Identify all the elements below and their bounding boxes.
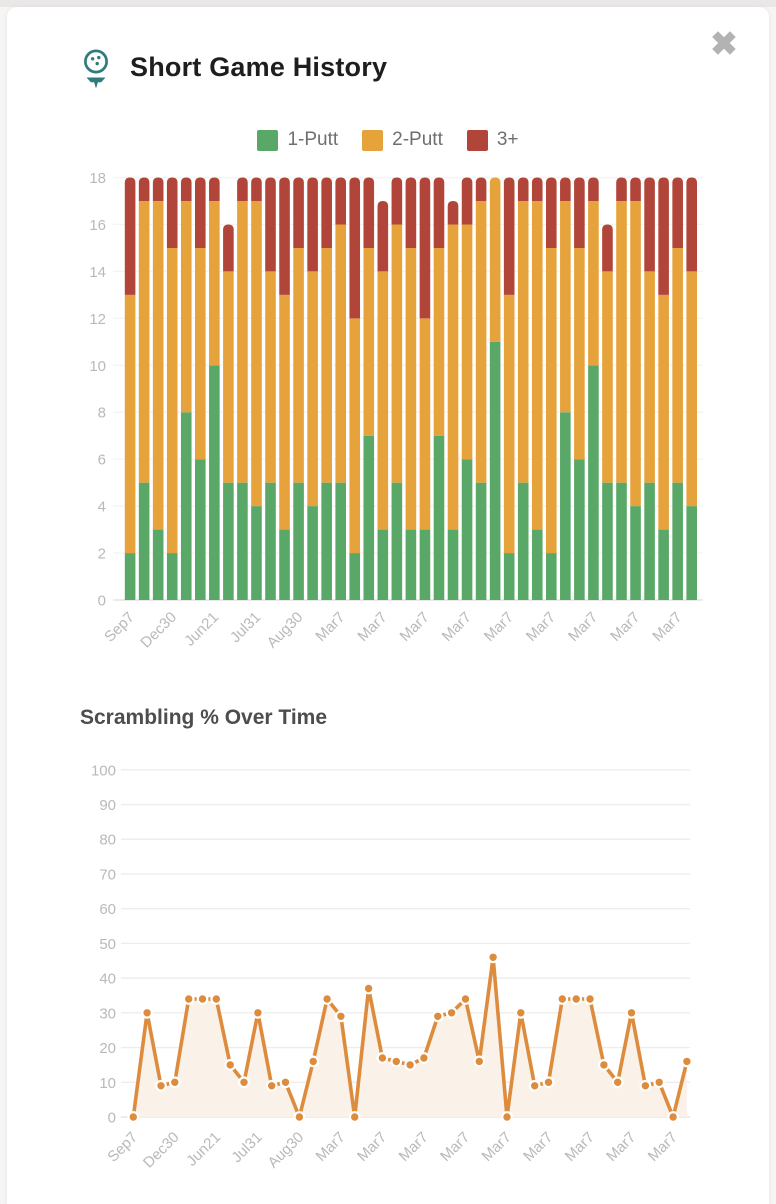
svg-text:30: 30 [99,1005,116,1022]
svg-text:4: 4 [98,499,106,516]
svg-text:Jun21: Jun21 [183,1129,224,1170]
page-background-strip [0,0,776,7]
svg-text:60: 60 [99,901,116,918]
svg-text:20: 20 [99,1040,116,1057]
svg-text:Mar7: Mar7 [603,1129,639,1165]
legend-item-1-putt[interactable]: 1-Putt [257,129,338,151]
svg-text:14: 14 [89,264,106,281]
golf-ball-on-tee-icon [84,49,108,89]
svg-text:Sep7: Sep7 [104,1129,141,1166]
legend-label-1-putt: 1-Putt [287,129,339,150]
bars-group [124,177,697,600]
svg-text:Jul31: Jul31 [228,1129,265,1166]
legend-swatch-2-putt [362,129,384,151]
legend-label-3-plus: 3+ [496,129,519,150]
svg-text:40: 40 [99,971,116,988]
svg-text:6: 6 [98,452,106,469]
svg-text:2: 2 [98,546,106,563]
svg-text:100: 100 [91,762,116,779]
svg-text:0: 0 [98,593,106,610]
close-button[interactable]: ✖ [702,22,746,66]
chart-legend: 1-Putt 2-Putt 3+ [0,129,776,151]
svg-text:90: 90 [99,797,116,814]
svg-text:Mar7: Mar7 [396,1129,432,1165]
legend-label-2-putt: 2-Putt [392,129,443,150]
svg-text:10: 10 [89,358,106,375]
svg-text:18: 18 [89,170,106,187]
svg-text:0: 0 [108,1110,116,1127]
legend-item-3-plus[interactable]: 3+ [466,129,519,151]
line-points-group [127,951,693,1123]
svg-text:Dec30: Dec30 [140,1129,183,1172]
svg-text:12: 12 [89,311,106,328]
scrambling-chart-title: Scrambling % Over Time [80,706,328,729]
modal-title: Short Game History [130,52,388,82]
svg-text:Mar7: Mar7 [645,1129,681,1165]
legend-swatch-1-putt [257,129,279,151]
svg-text:Aug30: Aug30 [265,1129,308,1172]
svg-text:Mar7: Mar7 [520,1129,556,1165]
svg-text:80: 80 [99,832,116,849]
svg-text:Mar7: Mar7 [562,1129,598,1165]
legend-swatch-3-plus [466,129,488,151]
svg-text:10: 10 [99,1075,116,1092]
svg-text:Mar7: Mar7 [313,1129,349,1165]
svg-text:70: 70 [99,866,116,883]
svg-text:Mar7: Mar7 [437,1129,473,1165]
svg-text:Mar7: Mar7 [479,1129,515,1165]
svg-text:16: 16 [89,217,106,234]
svg-text:Mar7: Mar7 [354,1129,390,1165]
legend-item-2-putt[interactable]: 2-Putt [362,129,443,151]
line-area-fill [133,957,687,1117]
svg-text:50: 50 [99,936,116,953]
svg-text:8: 8 [98,405,106,422]
